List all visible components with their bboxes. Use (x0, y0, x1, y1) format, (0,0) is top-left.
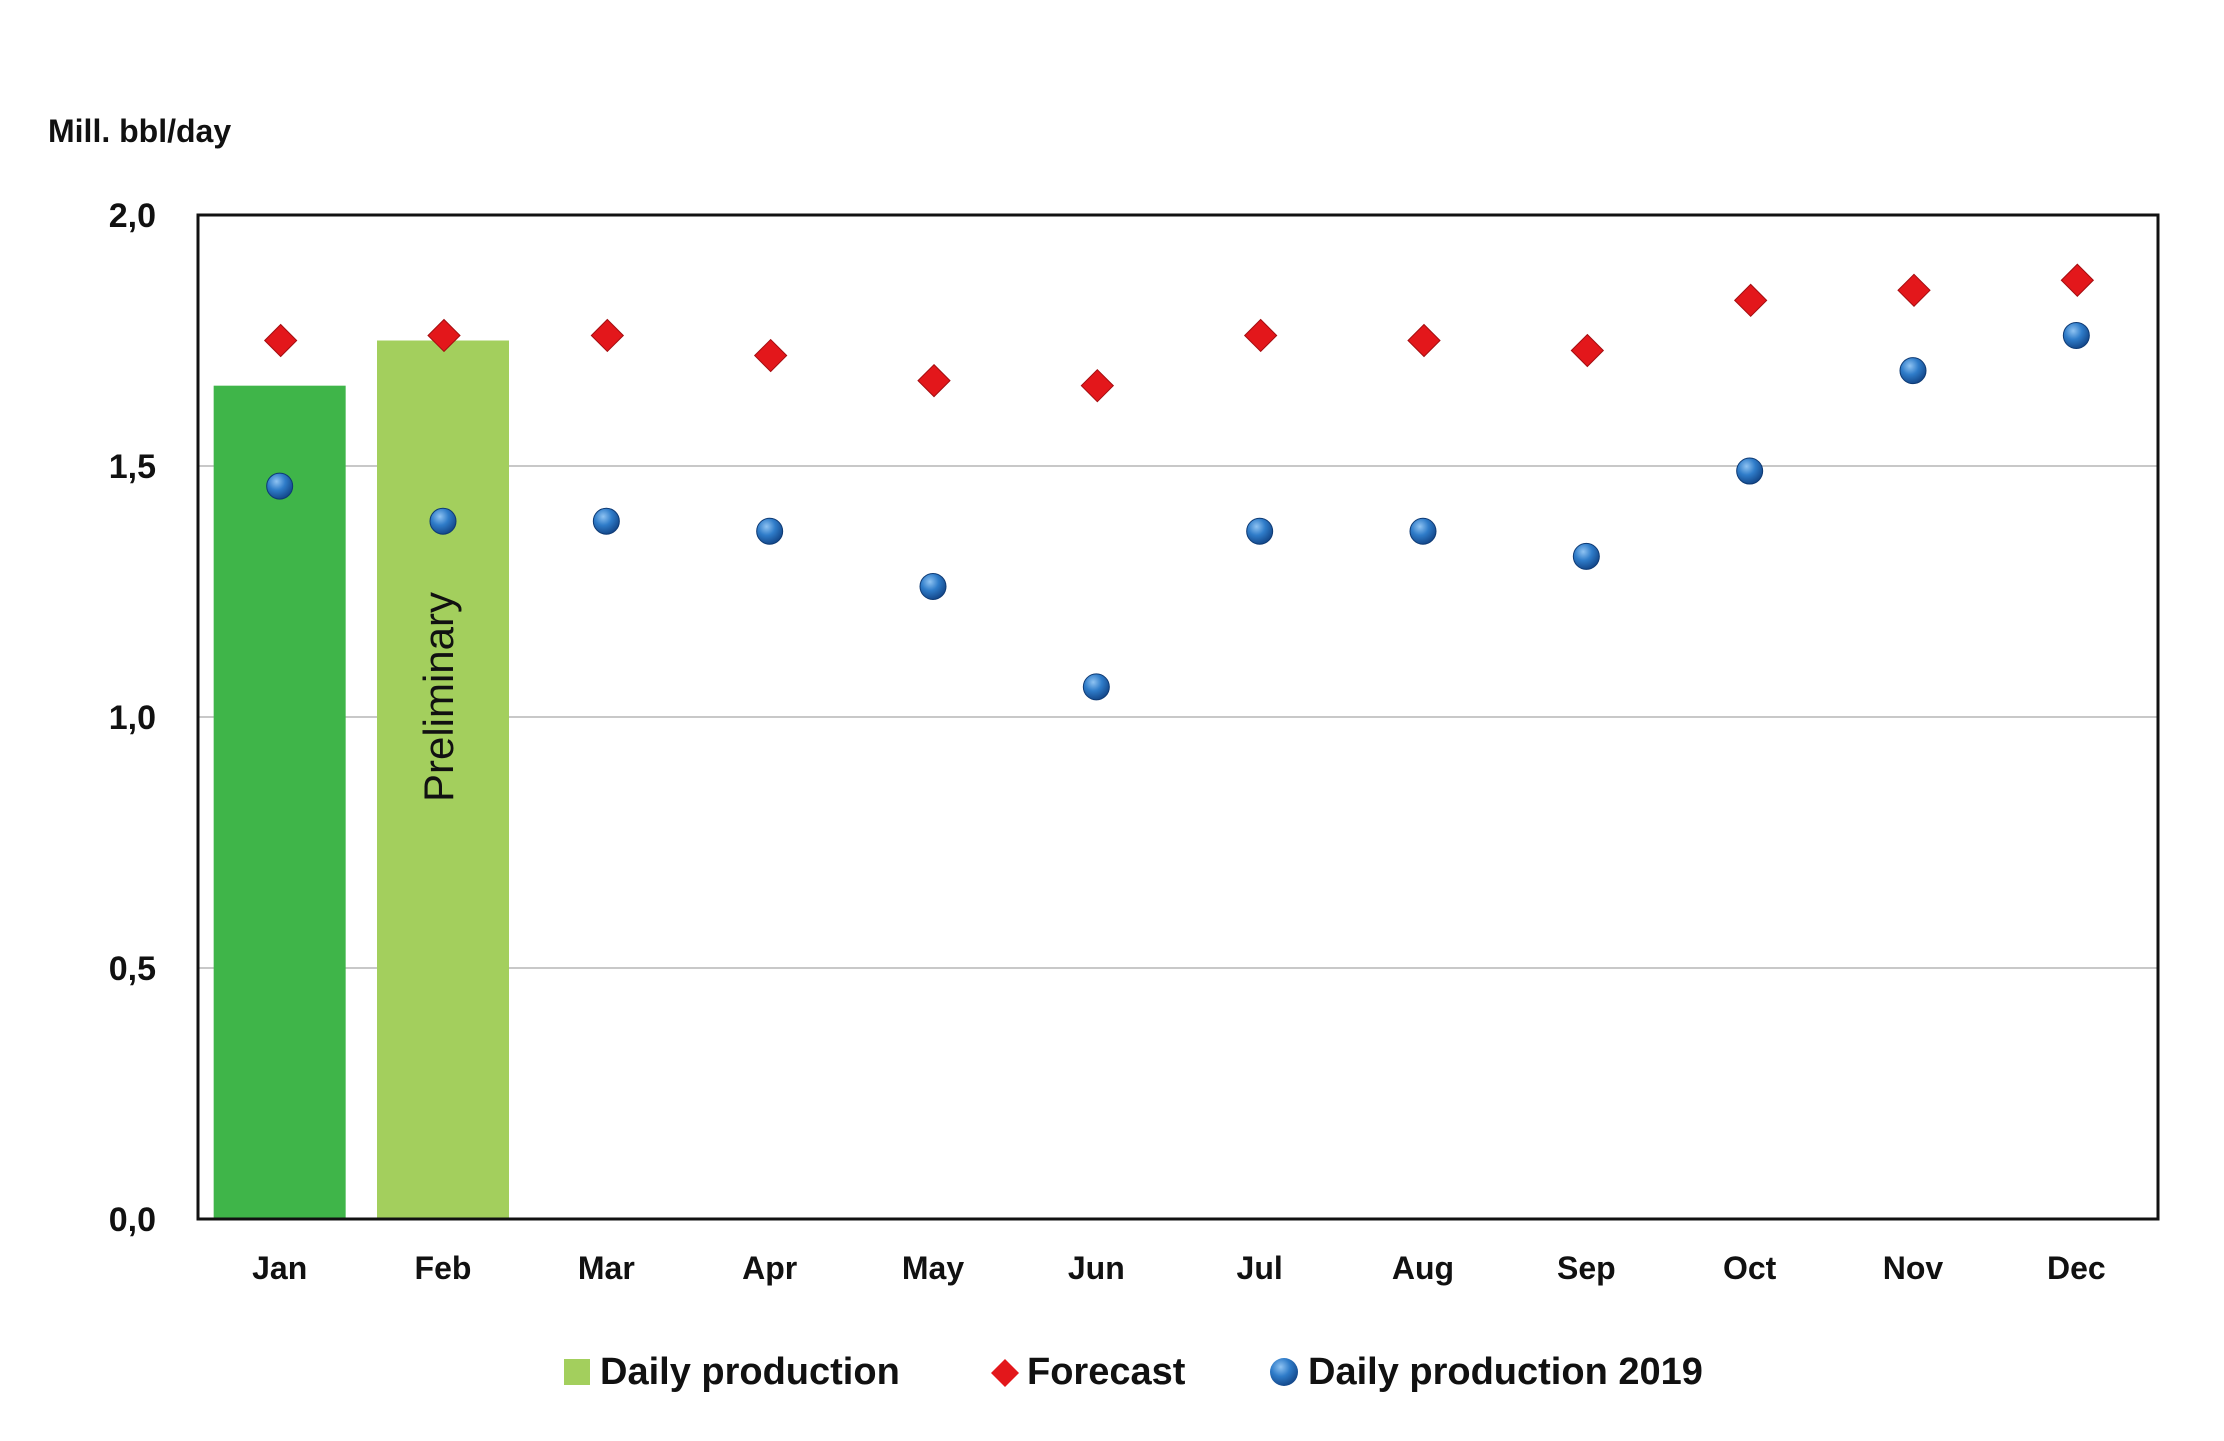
legend-label-production-2019: Daily production 2019 (1308, 1351, 1703, 1393)
y-tick-label: 1,0 (109, 699, 156, 737)
x-tick-label: Jun (1068, 1250, 1125, 1286)
legend-swatch-daily-production (564, 1359, 590, 1385)
y-axis-unit-label: Mill. bbl/day (48, 113, 231, 149)
forecast-point (1570, 333, 1605, 368)
x-tick-label: Oct (1723, 1250, 1777, 1286)
gridlines (198, 465, 2158, 969)
production-2019-point (592, 507, 620, 535)
forecast-point (263, 323, 298, 358)
x-tick-label: Aug (1392, 1250, 1454, 1286)
x-tick-label: Apr (742, 1250, 797, 1286)
production-2019-point (1899, 357, 1927, 385)
production-2019-point (1246, 517, 1274, 545)
legend: Daily production Forecast Daily production… (564, 1351, 1703, 1393)
production-2019-point (756, 517, 784, 545)
production-2019-point (1736, 457, 1764, 485)
forecast-point (2060, 263, 2095, 297)
x-tick-label: Sep (1557, 1250, 1616, 1286)
x-tick-label: Jan (252, 1250, 307, 1286)
y-tick-label: 1,5 (109, 448, 156, 486)
production-2019-point (919, 572, 947, 600)
legend-label-daily-production: Daily production (600, 1351, 900, 1393)
production-2019-point (1409, 517, 1437, 545)
production-2019-point (1572, 542, 1600, 570)
bar-feb (377, 340, 509, 1219)
x-tick-label: Mar (578, 1250, 635, 1286)
forecast-point (1243, 318, 1278, 353)
forecast-point (1080, 368, 1115, 403)
production-2019-point (266, 472, 294, 500)
y-axis-tick-labels: 0,0 0,5 1,0 1,5 2,0 (109, 197, 156, 1239)
x-tick-label: Jul (1237, 1250, 1283, 1286)
forecast-point (1407, 323, 1441, 358)
x-tick-label: May (902, 1250, 964, 1286)
x-tick-label: Dec (2047, 1250, 2106, 1286)
forecast-point (917, 363, 951, 398)
forecast-series (263, 263, 2095, 403)
forecast-point (753, 338, 788, 373)
preliminary-label: Preliminary (415, 592, 462, 802)
daily-production-2019-series (266, 321, 2090, 701)
bar-annotations: Preliminary (415, 592, 462, 802)
bars-daily-production (213, 340, 509, 1219)
x-tick-label: Feb (415, 1250, 472, 1286)
legend-swatch-production-2019 (1270, 1358, 1298, 1386)
y-tick-label: 0,0 (109, 1201, 156, 1239)
y-tick-label: 0,5 (109, 950, 156, 988)
forecast-point (590, 318, 625, 353)
x-tick-label: Nov (1883, 1250, 1944, 1286)
legend-swatch-forecast (991, 1359, 1019, 1387)
forecast-point (427, 318, 461, 353)
bar-jan (213, 385, 346, 1219)
x-axis-tick-labels: Jan Feb Mar Apr May Jun Jul Aug Sep Oct Nov Dec (252, 1250, 2106, 1286)
legend-label-forecast: Forecast (1027, 1351, 1186, 1393)
production-2019-point (2062, 321, 2090, 349)
forecast-point (1897, 273, 1931, 308)
y-tick-label: 2,0 (109, 197, 156, 235)
plot-frame (196, 213, 2160, 1221)
production-2019-point (429, 507, 457, 535)
production-2019-point (1082, 673, 1110, 701)
forecast-point (1733, 283, 1768, 318)
